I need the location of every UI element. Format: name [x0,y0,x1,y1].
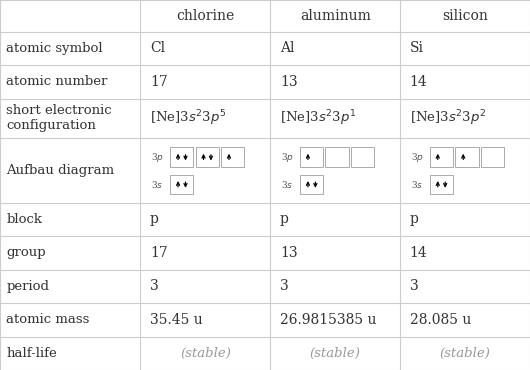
Text: p: p [410,212,419,226]
Text: 3: 3 [150,279,159,293]
Text: block: block [6,213,42,226]
Text: half-life: half-life [6,347,57,360]
Text: silicon: silicon [442,9,488,23]
Bar [170,148,193,167]
Bar [481,148,504,167]
Text: 3: 3 [410,279,419,293]
Text: [Ne]3$s^2$3$p^5$: [Ne]3$s^2$3$p^5$ [150,108,226,128]
Text: short electronic
configuration: short electronic configuration [6,104,112,132]
Text: (stable): (stable) [310,347,360,360]
Text: atomic number: atomic number [6,75,108,88]
Bar [430,148,453,167]
Text: 35.45 u: 35.45 u [150,313,203,327]
Text: Si: Si [410,41,423,55]
Text: atomic mass: atomic mass [6,313,90,326]
Text: Aufbau diagram: Aufbau diagram [6,164,114,176]
Text: 26.9815385 u: 26.9815385 u [280,313,376,327]
Text: 17: 17 [150,246,167,260]
Text: group: group [6,246,46,259]
Bar [300,148,323,167]
Text: (stable): (stable) [180,347,231,360]
Text: atomic symbol: atomic symbol [6,42,103,55]
Text: 3$p$: 3$p$ [151,151,164,164]
Text: 3$s$: 3$s$ [411,179,423,190]
Bar [170,175,193,194]
Bar [430,175,453,194]
Text: 17: 17 [150,75,167,89]
Bar [455,148,479,167]
Text: 3$p$: 3$p$ [281,151,294,164]
Text: p: p [280,212,289,226]
Text: 28.085 u: 28.085 u [410,313,471,327]
Text: period: period [6,280,49,293]
Text: chlorine: chlorine [176,9,234,23]
Text: 14: 14 [410,75,427,89]
Text: aluminum: aluminum [300,9,370,23]
Text: 3$s$: 3$s$ [281,179,293,190]
Text: [Ne]3$s^2$3$p^2$: [Ne]3$s^2$3$p^2$ [410,108,486,128]
Text: 3: 3 [280,279,289,293]
Bar [221,148,244,167]
Text: Cl: Cl [150,41,165,55]
Text: Al: Al [280,41,294,55]
Text: 3$p$: 3$p$ [411,151,424,164]
Bar [196,148,219,167]
Bar [351,148,374,167]
Text: 13: 13 [280,246,297,260]
Bar [300,175,323,194]
Text: (stable): (stable) [440,347,490,360]
Text: 13: 13 [280,75,297,89]
Text: p: p [150,212,159,226]
Text: 14: 14 [410,246,427,260]
Text: [Ne]3$s^2$3$p^1$: [Ne]3$s^2$3$p^1$ [280,108,356,128]
Text: 3$s$: 3$s$ [151,179,163,190]
Bar [325,148,349,167]
